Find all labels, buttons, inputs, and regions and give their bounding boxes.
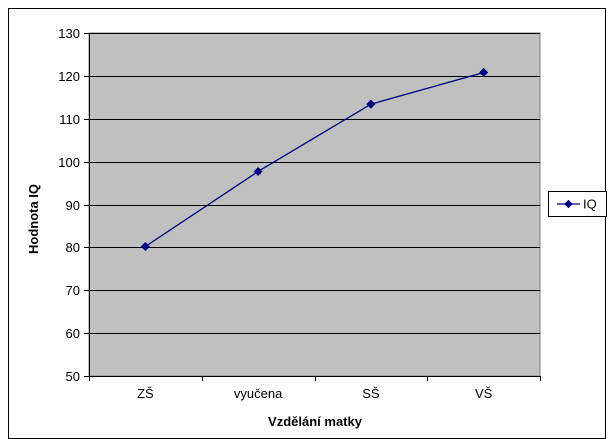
plot-area-background: [88, 32, 541, 377]
legend-label: IQ: [583, 197, 597, 212]
y-tick-label: 60: [66, 326, 80, 341]
y-tick-label: 120: [58, 69, 80, 84]
series-line: [145, 71, 484, 248]
y-axis-ticks: 50 60 70 80 90 100 110 120 130: [58, 26, 89, 384]
y-tick-label: 80: [66, 240, 80, 255]
x-tick-label: vyučena: [234, 386, 283, 401]
y-tick-label: 100: [58, 155, 80, 170]
gridlines: [89, 33, 540, 334]
y-tick-label: 50: [66, 369, 80, 384]
y-tick-label: 90: [66, 198, 80, 213]
x-tick-label: ZŠ: [137, 386, 154, 401]
y-tick-label: 110: [59, 112, 80, 127]
data-point: [140, 241, 150, 252]
y-tick-label: 130: [58, 26, 80, 41]
legend: IQ: [548, 191, 607, 217]
x-axis-ticks: ZŠ vyučena SŠ VŠ: [89, 376, 541, 401]
axes: [89, 33, 540, 377]
y-axis-title: Hodnota IQ: [26, 184, 41, 254]
x-tick-label: VŠ: [475, 386, 493, 401]
x-axis-title: Vzdělání matky: [268, 414, 363, 429]
y-tick-label: 70: [66, 283, 80, 298]
x-tick-label: SŠ: [362, 386, 380, 401]
